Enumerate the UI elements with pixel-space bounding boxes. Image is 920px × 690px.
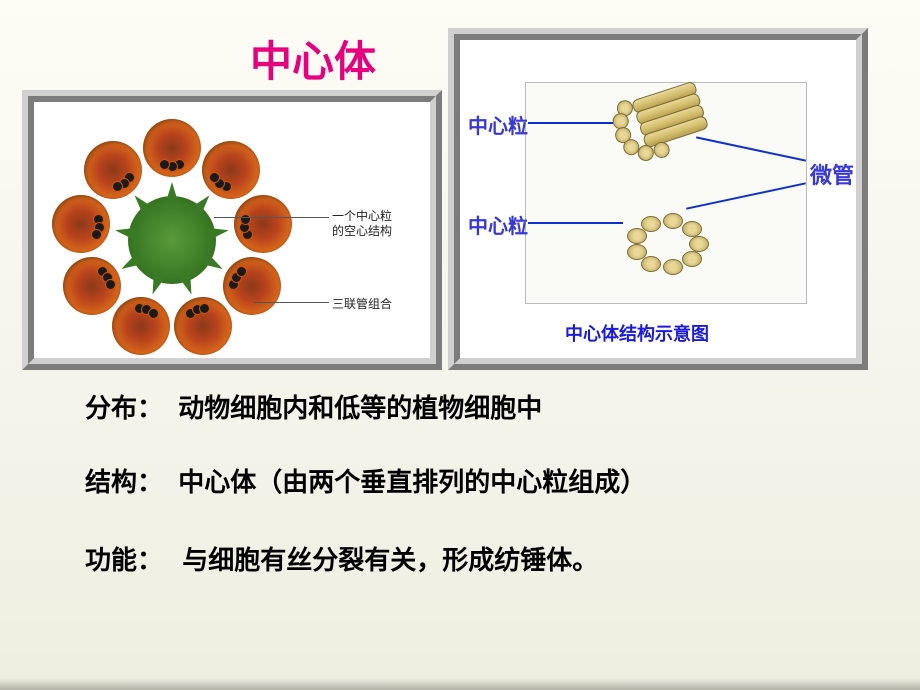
- spike: [114, 224, 136, 239]
- row2-value: 中心体（由两个垂直排列的中心粒组成）: [178, 467, 646, 497]
- triplet-dot: [240, 214, 251, 225]
- triplet-dot: [236, 266, 247, 277]
- spike: [208, 224, 230, 239]
- row3-label: 功能：: [85, 545, 163, 575]
- figure-right: 中心粒 中心粒 微管 中心体结构示意图: [448, 28, 868, 370]
- figure-right-caption: 中心体结构示意图: [565, 320, 709, 346]
- row3-value: 与细胞有丝分裂有关，形成纺锤体。: [182, 545, 598, 575]
- cross-tube: [641, 256, 661, 272]
- cross-tube: [682, 221, 702, 237]
- slide-title: 中心体: [250, 28, 376, 89]
- cross-section-diagram: [54, 122, 289, 357]
- spike: [202, 254, 225, 274]
- figure-left: 一个中心粒 的空心结构 三联管组合: [22, 90, 442, 370]
- triplet-dot: [199, 303, 210, 314]
- row-function: 功能： 与细胞有丝分裂有关，形成纺锤体。: [85, 540, 598, 577]
- arrow-1: [528, 122, 613, 124]
- petal: [63, 257, 121, 315]
- slide-container: 中心体 一个中心粒 的空心结构 三联管组合 中心粒 中心粒 微管 中心体结构示意…: [0, 0, 920, 690]
- triplet-dot: [105, 279, 116, 290]
- petal: [52, 195, 110, 253]
- row1-value: 动物细胞内和低等的植物细胞中: [178, 393, 542, 423]
- cross-tube: [627, 244, 647, 260]
- triplet-dot: [159, 159, 170, 170]
- label-centriole-bottom: 中心粒: [468, 210, 528, 239]
- petal: [223, 257, 281, 315]
- spike: [166, 182, 178, 202]
- triplet-dot: [91, 229, 102, 240]
- cross-tube: [663, 213, 683, 229]
- label-centriole-top: 中心粒: [468, 110, 528, 139]
- label-triplet: 三联管组合: [332, 295, 392, 312]
- leader-line-top: [214, 217, 329, 218]
- arrow-2: [528, 222, 623, 224]
- triplet-dot: [112, 181, 123, 192]
- leader-line-bottom: [254, 302, 329, 303]
- cross-tube: [641, 216, 661, 232]
- row1-label: 分布：: [85, 393, 163, 423]
- petal: [143, 119, 201, 177]
- petal: [234, 195, 292, 253]
- petal: [84, 141, 142, 199]
- cross-tube: [663, 259, 683, 275]
- label-microtubule: 微管: [810, 158, 854, 190]
- triplet-dot: [148, 308, 159, 319]
- petal: [202, 141, 260, 199]
- cross-tube: [689, 236, 709, 252]
- petal: [174, 297, 232, 355]
- row-distribution: 分布： 动物细胞内和低等的植物细胞中: [85, 388, 542, 425]
- petal: [112, 297, 170, 355]
- label-hollow-structure-2: 的空心结构: [332, 222, 392, 239]
- cross-tube: [627, 228, 647, 244]
- row-structure: 结构： 中心体（由两个垂直排列的中心粒组成）: [85, 462, 646, 499]
- row2-label: 结构：: [85, 467, 163, 497]
- slide-shadow: [0, 678, 920, 690]
- cross-tube: [682, 251, 702, 267]
